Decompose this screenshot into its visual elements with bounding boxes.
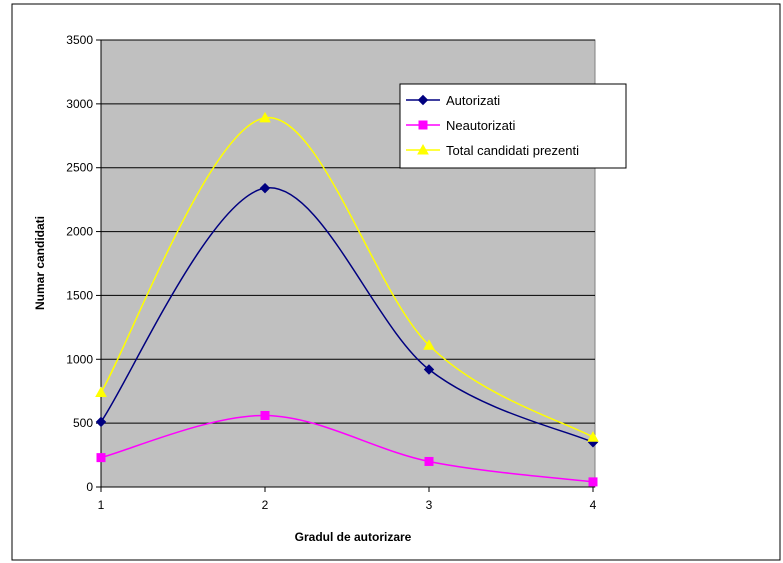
data-point — [95, 416, 107, 428]
data-point — [95, 386, 107, 397]
series-1 — [95, 182, 599, 448]
axes — [100, 40, 595, 488]
legend-marker — [417, 94, 429, 106]
y-tick-label: 3000 — [66, 97, 93, 111]
y-tick-label: 1500 — [66, 288, 93, 302]
legend-marker — [418, 120, 428, 130]
legend: Autorizati Neautorizati Total candidati pr… — [399, 83, 627, 169]
legend-label: Autorizati — [446, 93, 500, 108]
y-tick-label: 2500 — [66, 161, 93, 175]
x-axis-ticks: 1 2 3 4 — [98, 487, 597, 512]
x-tick-label: 2 — [262, 498, 269, 512]
y-axis-ticks: 0 500 1000 1500 2000 2500 3000 3500 — [66, 33, 101, 494]
series-layer — [95, 111, 599, 487]
data-point — [424, 456, 434, 466]
data-point — [259, 111, 271, 123]
x-axis-title: Gradul de autorizare — [295, 530, 412, 544]
legend-item: Total candidati prezenti — [406, 143, 579, 158]
legend-label: Total candidati prezenti — [446, 143, 579, 158]
legend-label: Neautorizati — [446, 118, 515, 133]
y-tick-label: 1000 — [66, 352, 93, 366]
y-tick-label: 0 — [86, 480, 93, 494]
x-tick-label: 3 — [426, 498, 433, 512]
data-point — [259, 182, 271, 194]
x-tick-label: 4 — [590, 498, 597, 512]
series-2 — [96, 410, 598, 487]
y-axis-title: Numar candidati — [33, 216, 47, 310]
data-point — [423, 364, 435, 375]
series-3 — [95, 111, 599, 442]
series-line — [100, 414, 594, 483]
legend-box — [399, 83, 627, 169]
data-point — [588, 477, 598, 487]
y-tick-label: 2000 — [66, 225, 93, 239]
x-tick-label: 1 — [98, 498, 105, 512]
series-line — [100, 187, 594, 443]
data-point — [96, 453, 106, 463]
data-point — [423, 339, 435, 350]
data-point — [587, 431, 599, 442]
y-tick-label: 3500 — [66, 33, 93, 47]
legend-item: Autorizati — [406, 93, 500, 108]
data-point — [260, 410, 270, 420]
y-tick-label: 500 — [73, 416, 93, 430]
series-line — [100, 117, 594, 438]
legend-item: Neautorizati — [406, 118, 515, 133]
legend-marker — [417, 143, 429, 155]
